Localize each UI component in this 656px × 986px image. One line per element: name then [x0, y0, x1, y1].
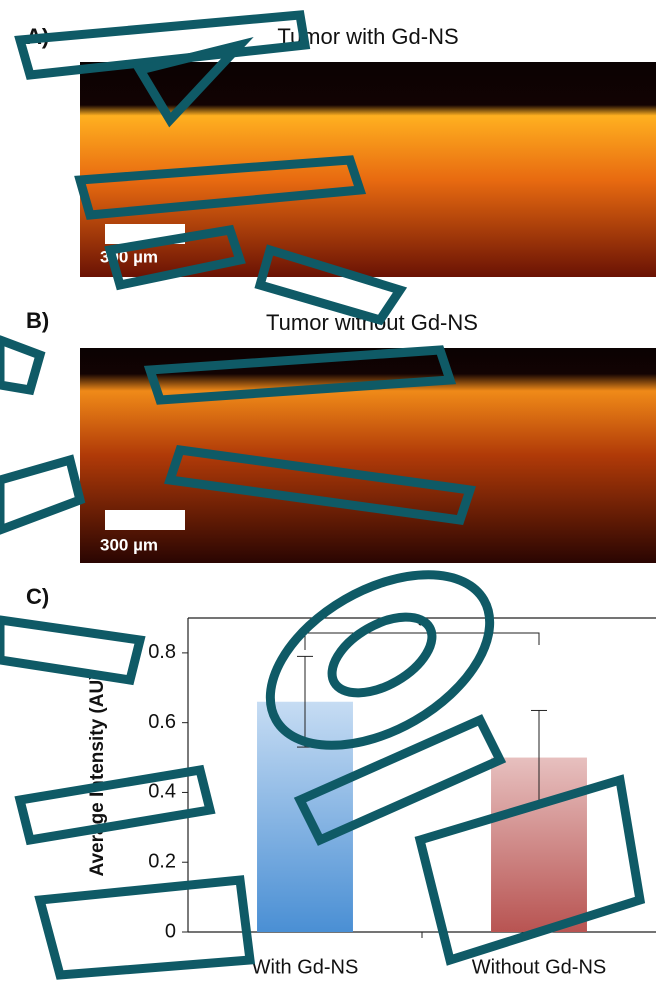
y-tick-label: 0.8 [148, 641, 176, 663]
x-tick-label: With Gd-NS [252, 956, 359, 978]
x-tick-label: Without Gd-NS [472, 956, 606, 978]
y-tick-label: 0.6 [148, 711, 176, 733]
y-tick-label: 0.2 [148, 851, 176, 873]
y-tick-label: 0.4 [148, 781, 176, 803]
panel-label: C) [26, 584, 49, 609]
oct-image [80, 348, 656, 563]
figure: A) Tumor with Gd-NS 300 µm B) Tumor with… [0, 0, 656, 981]
panel-label: B) [26, 308, 49, 333]
scale-label: 300 µm [100, 535, 158, 554]
y-tick-label: 0 [165, 920, 176, 942]
scale-bar [105, 510, 185, 530]
y-axis-label: Average Intensity (AU) [87, 673, 108, 876]
